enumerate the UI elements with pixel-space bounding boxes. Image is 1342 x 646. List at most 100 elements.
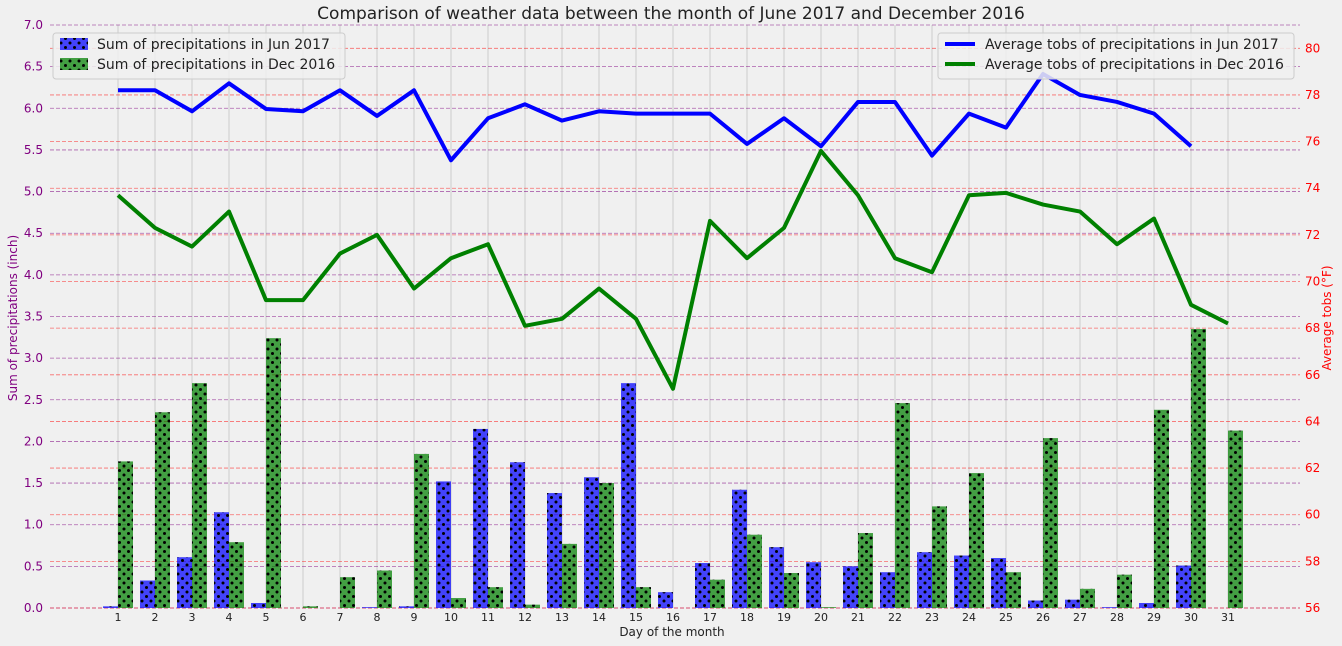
right-tick-label: 74 (1305, 181, 1320, 195)
precip-bar (917, 552, 932, 608)
right-tick-label: 76 (1305, 135, 1320, 149)
precip-bar (880, 572, 895, 608)
x-tick-label: 18 (740, 611, 754, 624)
right-tick-label: 72 (1305, 228, 1320, 242)
bar-hatch (584, 477, 599, 608)
precip-bar (510, 462, 525, 608)
x-tick-label: 29 (1147, 611, 1161, 624)
bar-hatch (436, 481, 451, 608)
legend-box (52, 32, 346, 80)
x-tick-label: 31 (1221, 611, 1235, 624)
precip-bar (377, 570, 392, 608)
bar-hatch (769, 547, 784, 608)
legend-label: Sum of precipitations in Dec 2016 (97, 57, 335, 73)
precip-bar (1006, 572, 1021, 608)
x-tick-label: 11 (481, 611, 495, 624)
precip-bar (784, 573, 799, 608)
left-tick-label: 5.0 (24, 185, 43, 199)
legend-swatch-hatch (60, 58, 88, 70)
legend-lines: Average tobs of precipitations in Jun 20… (937, 32, 1295, 80)
precip-bar (229, 542, 244, 608)
precip-bar (266, 338, 281, 608)
bar-hatch (473, 428, 488, 608)
right-tick-label: 70 (1305, 275, 1320, 289)
axes-layer: 0.0 0.5 1.0 1.5 2.0 2.5 3.0 3.5 4.0 4.5 5.0 5.5 6.0 6… (24, 18, 1320, 624)
x-tick-label: 17 (703, 611, 717, 624)
precip-bar (858, 533, 873, 608)
bar-hatch (1043, 438, 1058, 608)
precip-bar (562, 543, 577, 608)
bar-hatch (414, 453, 429, 608)
x-tick-label: 2 (152, 611, 159, 624)
bar-hatch (525, 604, 540, 608)
precip-bar (1139, 603, 1154, 608)
legend-swatch-hatch (60, 38, 88, 50)
bar-hatch (229, 542, 244, 608)
x-tick-label: 25 (999, 611, 1013, 624)
bar-hatch (1154, 409, 1169, 608)
bar-hatch (547, 493, 562, 608)
bar-hatch (843, 566, 858, 608)
precip-bar (991, 558, 1006, 608)
x-tick-label: 6 (300, 611, 307, 624)
x-tick-label: 13 (555, 611, 569, 624)
bar-hatch (932, 506, 947, 608)
bar-hatch (621, 383, 636, 608)
precip-bar (969, 473, 984, 608)
bar-hatch (710, 579, 725, 608)
bar-hatch (695, 563, 710, 608)
bar-hatch (1102, 607, 1117, 608)
precip-bar (843, 566, 858, 608)
precip-bar (932, 506, 947, 608)
left-tick-label: 6.5 (24, 60, 43, 74)
precip-bar (251, 603, 266, 608)
bar-hatch (806, 562, 821, 608)
precip-bar (1065, 599, 1080, 608)
precip-bar (451, 598, 466, 608)
bar-hatch (192, 383, 207, 608)
x-tick-label: 23 (925, 611, 939, 624)
legend-bars: Sum of precipitations in Jun 2017 Sum of … (52, 32, 346, 80)
precip-bar (155, 412, 170, 608)
bar-hatch (1176, 565, 1191, 608)
precip-bar (473, 428, 488, 608)
left-tick-label: 5.5 (24, 143, 43, 157)
left-tick-label: 1.0 (24, 518, 43, 532)
precip-bar (1102, 607, 1117, 608)
precip-bar (399, 606, 414, 608)
left-tick-label: 2.0 (24, 434, 43, 448)
legend-label: Sum of precipitations in Jun 2017 (97, 37, 330, 53)
x-axis-label: Day of the month (619, 625, 724, 639)
right-tick-label: 68 (1305, 321, 1320, 335)
bar-hatch (821, 607, 836, 608)
precip-bar (732, 489, 747, 608)
x-tick-label: 15 (629, 611, 643, 624)
chart-title: Comparison of weather data between the m… (317, 4, 1025, 24)
bar-hatch (562, 543, 577, 608)
precip-bar (192, 383, 207, 608)
bar-hatch (880, 572, 895, 608)
precip-bar (1176, 565, 1191, 608)
bar-hatch (362, 607, 377, 608)
right-tick-label: 60 (1305, 508, 1320, 522)
x-tick-label: 28 (1110, 611, 1124, 624)
bar-hatch (377, 570, 392, 608)
bar-hatch (266, 338, 281, 608)
bar-hatch (103, 606, 118, 608)
precip-bar (1228, 430, 1243, 608)
precip-bar (303, 606, 318, 608)
precip-bar (599, 483, 614, 608)
bar-hatch (140, 580, 155, 608)
bar-hatch (451, 598, 466, 608)
precip-bar (214, 512, 229, 608)
right-tick-label: 66 (1305, 368, 1320, 382)
precip-bar (821, 607, 836, 608)
bar-hatch (1006, 572, 1021, 608)
left-tick-label: 1.5 (24, 476, 43, 490)
bar-hatch (118, 461, 133, 608)
left-tick-label: 7.0 (24, 18, 43, 32)
tobs-line (116, 148, 1229, 391)
x-tick-label: 26 (1036, 611, 1050, 624)
legend-label: Average tobs of precipitations in Dec 20… (985, 57, 1284, 73)
